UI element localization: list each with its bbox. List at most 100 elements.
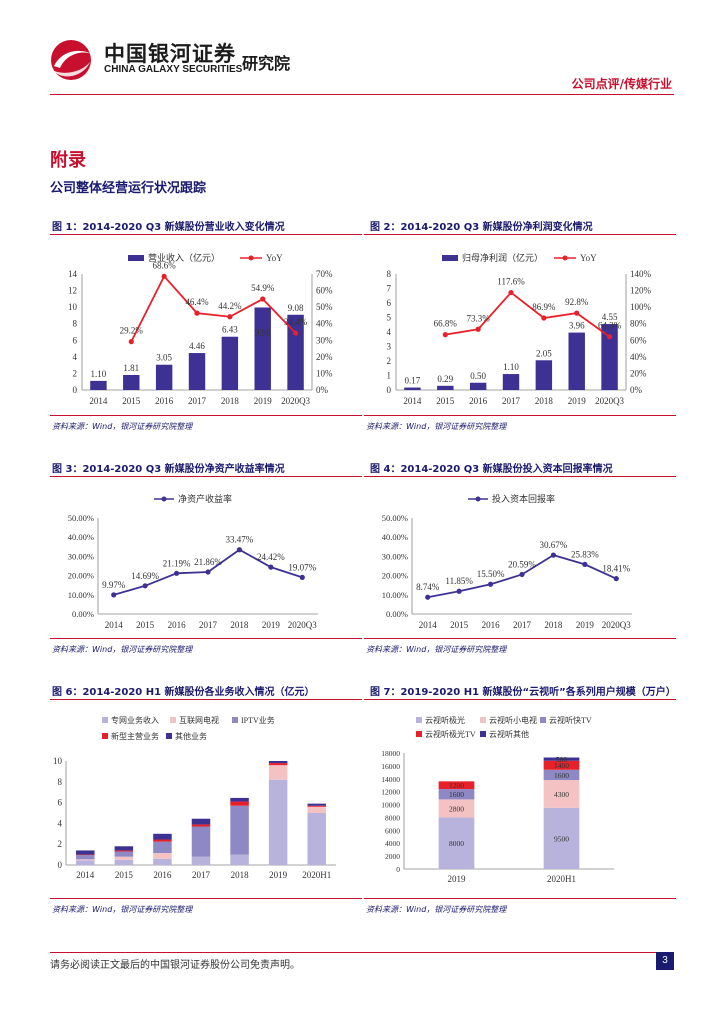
y-tick: 20.00% <box>382 571 408 581</box>
bar-label: 4.46 <box>189 341 205 351</box>
stacked-segment <box>191 826 211 857</box>
yoy-label: 34.4% <box>284 317 308 327</box>
y-tick-right: 140% <box>630 269 652 279</box>
stacked-segment <box>307 805 326 807</box>
stacked-segment <box>230 805 249 855</box>
data-label: 14.69% <box>131 571 159 581</box>
y-tick-right: 0% <box>630 385 643 395</box>
figure-4-source: 资料来源：Wind，银河证券研究院整理 <box>366 645 507 654</box>
x-tick: 2015 <box>115 870 134 880</box>
y-tick: 0.00% <box>72 609 94 619</box>
y-tick: 12000 <box>381 788 400 797</box>
bar <box>221 336 239 390</box>
y-tick: 4 <box>58 818 63 828</box>
stacked-segment <box>153 841 172 854</box>
y-tick-right: 40% <box>316 319 333 329</box>
data-label: 21.86% <box>194 557 222 567</box>
y-tick-right: 120% <box>630 286 652 296</box>
segment-label: 1400 <box>554 761 569 770</box>
x-tick: 2020Q3 <box>595 396 624 406</box>
y-tick-right: 100% <box>630 302 652 312</box>
stacked-segment <box>307 803 326 806</box>
data-point <box>550 552 557 558</box>
figure-2-source: 资料来源：Wind，银河证券研究院整理 <box>366 422 507 431</box>
data-label: 20.59% <box>508 559 536 569</box>
y-tick-left: 8 <box>73 319 78 329</box>
legend-swatch-bar <box>442 255 458 261</box>
y-tick-left: 8 <box>387 269 392 279</box>
figure-4-top-rule <box>364 476 676 477</box>
y-tick: 50.00% <box>382 513 408 523</box>
y-tick: 2 <box>58 839 63 849</box>
x-tick: 2015 <box>450 620 469 630</box>
bar-label: 1.10 <box>503 362 519 372</box>
x-tick: 2016 <box>469 396 488 406</box>
data-label: 11.85% <box>445 576 473 586</box>
yoy-label: 117.6% <box>497 277 525 287</box>
yoy-point <box>475 326 481 332</box>
y-tick: 8000 <box>385 813 400 822</box>
segment-label: 1600 <box>554 771 569 780</box>
x-tick: 2020Q3 <box>602 620 631 630</box>
yoy-label: 66.8% <box>434 319 458 329</box>
yoy-point <box>292 330 299 336</box>
y-tick-left: 0 <box>73 385 78 395</box>
legend-swatch <box>480 717 486 723</box>
figure-7-title: 图 7：2019-2020 H1 新媒股份“云视听”各系列用户规模（万户） <box>370 687 676 698</box>
x-tick: 2014 <box>419 620 438 630</box>
data-label: 8.74% <box>416 582 440 592</box>
yoy-point <box>161 273 167 279</box>
y-tick: 2000 <box>385 852 400 861</box>
yoy-label: 86.9% <box>532 302 556 312</box>
figure-6-source: 资料来源：Wind，银河证券研究院整理 <box>52 905 193 914</box>
figure-4-title: 图 4：2014-2020 Q3 新媒股份投入资本回报率情况 <box>370 464 613 475</box>
data-point <box>173 570 180 576</box>
figure-2-title: 图 2：2014-2020 Q3 新媒股份净利润变化情况 <box>370 222 593 233</box>
legend-label: 其他业务 <box>175 731 207 741</box>
x-tick: 2018 <box>544 620 563 630</box>
data-label: 19.07% <box>288 562 316 572</box>
x-tick: 2020Q3 <box>281 396 310 406</box>
bar <box>254 307 271 390</box>
data-label: 33.47% <box>226 535 254 545</box>
stacked-segment <box>543 807 580 869</box>
legend-swatch <box>540 717 546 723</box>
x-tick: 2018 <box>231 870 250 880</box>
y-tick-right: 40% <box>630 352 647 362</box>
data-point <box>268 564 274 570</box>
segment-label: 4300 <box>554 790 569 799</box>
x-tick: 2014 <box>89 396 108 406</box>
x-tick: 2016 <box>482 620 501 630</box>
figure-6-title: 图 6：2014-2020 H1 新媒股份各业务收入情况（亿元） <box>52 687 315 698</box>
yoy-point <box>194 310 200 316</box>
legend-label: 云视听极光TV <box>425 729 476 739</box>
data-point <box>111 592 117 598</box>
figure-4-bottom-rule <box>364 638 676 639</box>
legend-label: 云视听其他 <box>489 729 529 739</box>
figure-7-source: 资料来源：Wind，银河证券研究院整理 <box>366 905 507 914</box>
yoy-point <box>227 314 233 320</box>
x-tick: 2019 <box>448 874 467 884</box>
section-title: 附录 <box>50 150 86 171</box>
legend-marker <box>161 496 167 502</box>
x-tick: 2017 <box>502 396 521 406</box>
legend-label-bar: 归母净利润（亿元） <box>462 252 543 263</box>
stacked-segment <box>153 833 172 840</box>
legend-swatch <box>416 731 422 737</box>
stacked-segment <box>191 856 211 865</box>
y-tick-left: 1 <box>387 371 392 381</box>
y-tick-left: 4 <box>73 352 78 362</box>
stacked-segment <box>543 760 580 770</box>
y-tick: 14000 <box>381 775 400 784</box>
legend-label: 新型主营业务 <box>111 731 159 741</box>
header-divider <box>50 94 674 95</box>
legend-label: 云视听快TV <box>549 715 592 725</box>
y-tick-right: 80% <box>630 319 647 329</box>
stacked-segment <box>114 846 134 851</box>
stacked-segment <box>543 780 580 808</box>
bar <box>404 387 421 390</box>
stacked-segment <box>153 858 172 865</box>
yoy-point <box>508 289 514 296</box>
brand-name: 中国银河证券 <box>104 42 236 66</box>
y-tick: 40.00% <box>382 532 408 542</box>
